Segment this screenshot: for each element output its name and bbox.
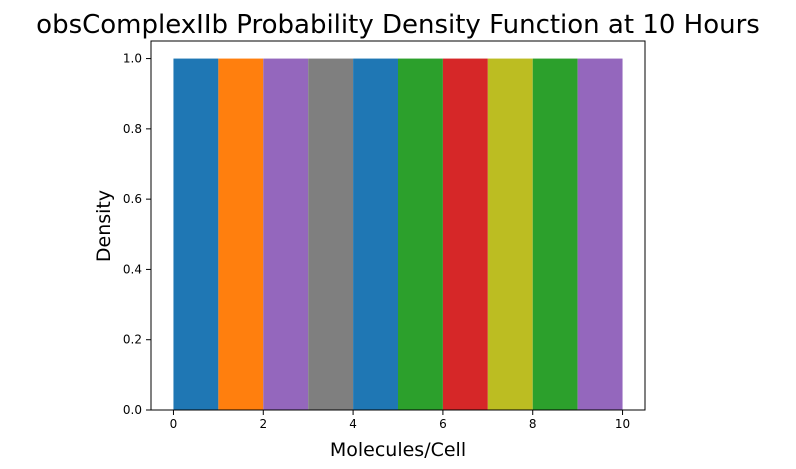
y-axis-ticks: 0.0 0.2 0.4 0.6 0.8 1.0 (123, 52, 151, 417)
x-axis-label: Molecules/Cell (330, 439, 466, 461)
x-tick-label: 0 (170, 417, 178, 431)
plot-frame (150, 40, 646, 411)
x-tick-label: 6 (439, 417, 447, 431)
histogram-bar-8 (532, 58, 578, 410)
x-tick-label: 8 (529, 417, 537, 431)
y-tick-label: 1.0 (123, 52, 142, 66)
y-tick-label: 0.0 (123, 403, 142, 417)
x-tick-label: 10 (615, 417, 630, 431)
histogram-bar-5 (398, 58, 443, 410)
x-tick-label: 2 (259, 417, 267, 431)
x-axis-ticks: 0 2 4 6 8 10 (170, 410, 630, 431)
bars-layer (173, 58, 623, 410)
histogram-bar-3 (308, 58, 354, 410)
histogram-bar-7 (487, 58, 533, 410)
chart-title: obsComplexIIb Probability Density Functi… (36, 10, 760, 40)
x-tick-label: 4 (349, 417, 357, 431)
histogram-bar-1 (218, 58, 264, 410)
y-tick-label: 0.8 (123, 122, 142, 136)
y-tick-label: 0.6 (123, 192, 142, 206)
histogram-bar-2 (263, 58, 309, 410)
histogram-bar-0 (173, 58, 219, 410)
histogram-bar-4 (353, 58, 398, 410)
histogram-bar-9 (577, 58, 623, 410)
y-tick-label: 0.2 (123, 333, 142, 347)
y-axis-label: Density (93, 190, 115, 262)
histogram-bar-6 (442, 58, 488, 410)
y-tick-label: 0.4 (123, 262, 142, 276)
